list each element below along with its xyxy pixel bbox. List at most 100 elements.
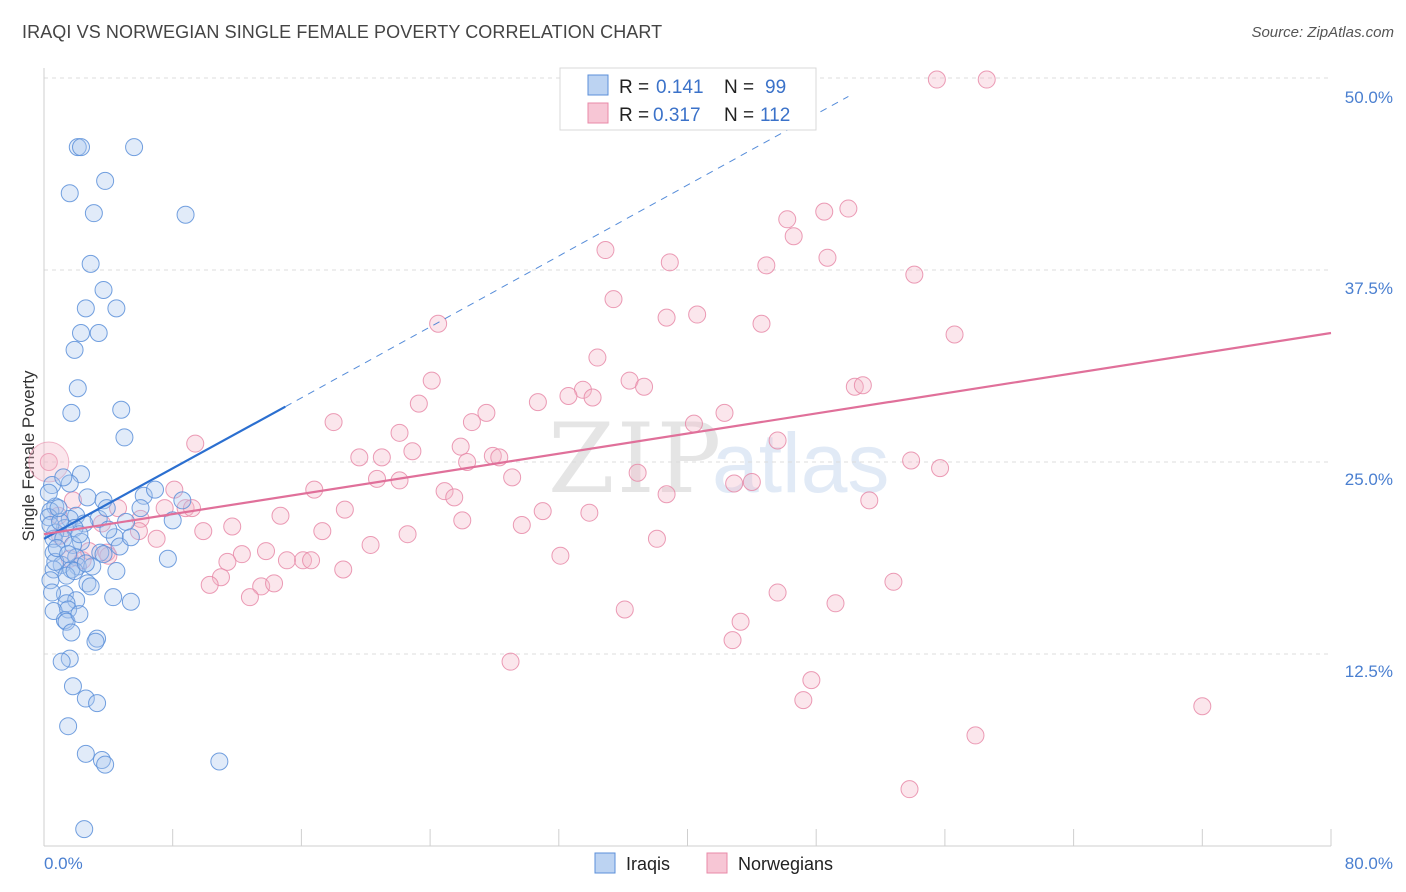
norwegians-point (1193, 697, 1212, 716)
iraqis-point (210, 752, 229, 771)
iraqis-point (131, 499, 150, 518)
norwegians-point (334, 560, 353, 579)
watermark-zip: ZIP (548, 403, 723, 515)
norwegians-point (435, 482, 454, 501)
iraqis-point (94, 280, 113, 299)
iraqis-point (115, 428, 134, 447)
x-ticks (172, 829, 1332, 846)
norwegians-point (451, 437, 470, 456)
norwegians-point (615, 600, 634, 619)
norwegians-point (302, 551, 321, 570)
norwegians-point (390, 423, 409, 442)
iraqis-point (88, 694, 107, 713)
norwegians-point (660, 253, 679, 272)
iraqis-point (121, 592, 140, 611)
norwegians-point (551, 546, 570, 565)
iraqis-point (89, 323, 108, 342)
x-max-label: 80.0% (1345, 854, 1393, 873)
norwegians-point (815, 202, 834, 221)
norwegians-point (368, 469, 387, 488)
norwegians-point (860, 491, 879, 510)
norwegians-point (257, 542, 276, 561)
iraqis-point (47, 539, 66, 558)
trend-lines (43, 95, 1332, 540)
norwegians-point (853, 376, 872, 395)
norwegians-point (533, 502, 552, 521)
norwegians-point (409, 394, 428, 413)
series-legend-swatch-norwegians (706, 852, 728, 874)
norwegians-point (725, 474, 744, 493)
iraqis-point (96, 755, 115, 774)
norwegians-point (794, 691, 813, 710)
iraqis-point (39, 483, 58, 502)
norwegians-point (147, 529, 166, 548)
series-legend: Iraqis Norwegians (594, 852, 833, 874)
norwegians-points (28, 70, 1212, 799)
iraqis-point (75, 820, 94, 839)
iraqis-point (163, 511, 182, 530)
norwegians-point (826, 594, 845, 613)
norwegians-point (580, 503, 599, 522)
y-tick-label-50: 50.0% (1345, 88, 1393, 107)
iraqis-point (65, 340, 84, 359)
correlation-legend: R = 0.141 N = 99 R = 0.317 N = 112 (559, 67, 817, 131)
y-tick-label-12-5: 12.5% (1345, 662, 1393, 681)
iraqis-point (72, 323, 91, 342)
legend-swatch-norwegians (587, 102, 609, 124)
iraqis-point (94, 545, 113, 564)
norwegians-point (350, 448, 369, 467)
iraqis-point (59, 717, 78, 736)
iraqis-point (76, 744, 95, 763)
norwegians-point (604, 290, 623, 309)
norwegians-point (588, 348, 607, 367)
legend-n-label-norwegians: N = (724, 105, 754, 126)
norwegians-point (194, 522, 213, 541)
norwegians-point (596, 241, 615, 260)
norwegians-point (583, 388, 602, 407)
iraqis-point (76, 554, 95, 573)
norwegians-point (945, 325, 964, 344)
norwegians-point (422, 371, 441, 390)
norwegians-point (723, 631, 742, 650)
iraqis-point (55, 585, 74, 604)
norwegians-point (240, 588, 259, 607)
iraqis-point (81, 254, 100, 273)
norwegians-point (313, 522, 332, 541)
iraqis-point (84, 204, 103, 223)
iraqis-trend-line (43, 405, 286, 540)
norwegians-point (657, 308, 676, 327)
legend-r-label-norwegians: R = (619, 105, 649, 126)
iraqis-point (105, 528, 124, 547)
norwegians-point (966, 726, 985, 745)
norwegians-point (305, 480, 324, 499)
norwegians-point (458, 453, 477, 471)
series-legend-label-iraqis: Iraqis (626, 854, 670, 874)
norwegians-point (232, 545, 251, 564)
legend-r-value-iraqis: 0.141 (656, 77, 704, 98)
norwegians-point (688, 305, 707, 324)
iraqis-point (49, 499, 68, 518)
norwegians-point (818, 248, 837, 267)
norwegians-point (715, 403, 734, 422)
norwegians-point (528, 393, 547, 412)
norwegians-point (277, 551, 296, 570)
norwegians-point (905, 265, 924, 284)
iraqis-point (68, 379, 87, 398)
iraqis-point (112, 400, 131, 419)
norwegians-point (778, 210, 797, 229)
norwegians-point (900, 780, 919, 799)
iraqis-point (62, 403, 81, 422)
norwegians-point (731, 612, 750, 631)
iraqis-point (70, 605, 89, 624)
x-min-label: 0.0% (44, 854, 83, 873)
iraqis-point (63, 677, 82, 696)
norwegians-point (218, 552, 237, 571)
y-tick-label-25: 25.0% (1345, 470, 1393, 489)
norwegians-point (559, 386, 578, 405)
iraqis-point (104, 588, 123, 607)
norwegians-trend-line (43, 331, 1332, 536)
norwegians-point (372, 448, 391, 467)
norwegians-point (635, 377, 654, 396)
norwegians-point (477, 403, 496, 422)
norwegians-point (647, 529, 666, 548)
